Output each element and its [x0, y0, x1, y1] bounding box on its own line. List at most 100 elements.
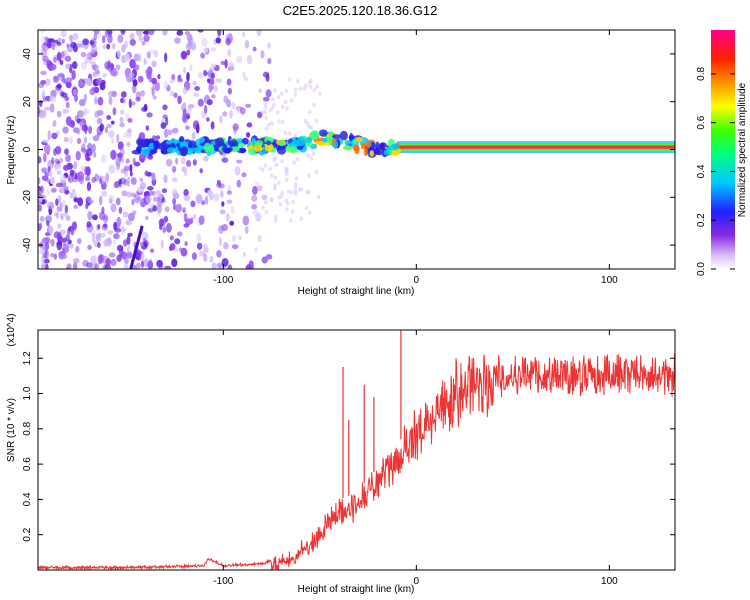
noise-speckle: [169, 79, 175, 84]
signal-blob: [237, 143, 246, 148]
noise-speckle: [157, 208, 161, 217]
noise-speckle: [67, 176, 72, 182]
signal-blob: [140, 147, 151, 156]
noise-speckle: [183, 223, 190, 228]
noise-speckle: [51, 157, 55, 165]
noise-speckle: [162, 224, 167, 234]
noise-speckle: [256, 185, 263, 192]
noise-speckle: [125, 191, 133, 198]
x-tick-label: 0: [414, 576, 420, 587]
noise-speckle: [194, 86, 201, 91]
noise-speckle: [126, 235, 131, 245]
noise-speckle: [183, 195, 191, 202]
noise-speckle: [180, 247, 188, 257]
noise-speckle: [163, 215, 169, 223]
signal-blob: [195, 146, 202, 152]
noise-speckle: [157, 73, 161, 80]
colorbar-label: Normalized spectral amplitude: [737, 82, 748, 217]
noise-speckle: [115, 197, 121, 206]
noise-speckle: [108, 164, 116, 174]
noise-speckle: [86, 52, 94, 60]
signal-blob: [369, 150, 374, 157]
noise-speckle: [120, 91, 127, 98]
noise-speckle: [174, 37, 181, 44]
noise-speckle: [154, 190, 162, 197]
noise-speckle: [136, 262, 141, 269]
signal-blob: [339, 130, 348, 141]
spectrogram-x-axis-label: Height of straight line (km): [298, 286, 415, 297]
noise-speckle: [292, 160, 297, 165]
noise-speckle: [101, 35, 106, 44]
noise-speckle: [64, 55, 72, 62]
noise-speckle: [127, 118, 133, 123]
signal-blob: [332, 140, 339, 149]
noise-speckle: [201, 200, 206, 206]
noise-speckle: [65, 101, 70, 109]
noise-speckle: [155, 135, 161, 140]
noise-speckle: [39, 222, 43, 229]
noise-speckle: [78, 81, 85, 87]
noise-speckle: [279, 91, 284, 96]
noise-speckle: [279, 193, 283, 199]
noise-speckle: [221, 201, 225, 207]
noise-speckle: [140, 201, 146, 207]
x-tick-label: 0: [414, 275, 420, 286]
noise-speckle: [80, 147, 87, 153]
noise-speckle: [107, 230, 114, 235]
noise-speckle: [75, 150, 81, 161]
noise-speckle: [296, 157, 300, 162]
signal-blob: [279, 140, 284, 147]
signal-blob: [242, 137, 249, 145]
y-tick-label: 1.0: [22, 386, 33, 400]
noise-speckle: [129, 164, 133, 173]
noise-speckle: [238, 235, 242, 241]
noise-speckle: [94, 96, 98, 105]
noise-speckle: [198, 72, 203, 79]
noise-speckle: [107, 34, 113, 44]
noise-speckle: [50, 187, 57, 193]
signal-blob: [328, 131, 335, 141]
noise-speckle: [92, 214, 98, 221]
noise-speckle: [307, 210, 312, 215]
noise-speckle: [41, 48, 47, 58]
noise-speckle: [276, 95, 281, 100]
noise-speckle: [129, 32, 135, 42]
noise-speckle: [251, 194, 258, 202]
noise-speckle: [93, 30, 100, 35]
noise-speckle: [162, 30, 167, 36]
noise-speckle: [314, 169, 319, 175]
noise-speckle: [219, 209, 226, 215]
noise-speckle: [207, 189, 213, 197]
y-tick-label: 0.4: [22, 492, 33, 506]
signal-blob: [379, 142, 385, 151]
noise-speckle: [284, 88, 289, 94]
noise-speckle: [216, 179, 221, 185]
streak-artifact: [129, 225, 144, 269]
noise-speckle: [93, 86, 100, 94]
noise-speckle: [261, 194, 268, 200]
spectrogram-y-axis-label: Frequency (Hz): [6, 116, 17, 185]
noise-speckle: [226, 190, 232, 196]
noise-speckle: [230, 205, 235, 215]
noise-speckle: [64, 243, 70, 253]
signal-blob: [318, 129, 328, 137]
noise-speckle: [280, 158, 284, 164]
noise-speckle: [188, 104, 195, 109]
y-tick-label: 20: [22, 96, 33, 108]
noise-speckle: [115, 157, 121, 167]
noise-speckle: [76, 43, 83, 48]
noise-speckle: [183, 167, 188, 177]
noise-speckle: [118, 178, 122, 188]
noise-speckle: [88, 50, 94, 56]
noise-speckle: [176, 30, 184, 36]
noise-speckle: [258, 88, 262, 93]
noise-speckle: [306, 153, 311, 158]
noise-speckle: [285, 106, 289, 111]
signal-blob: [383, 149, 390, 156]
noise-speckle: [38, 156, 42, 164]
noise-speckle: [264, 126, 269, 132]
noise-speckle: [74, 93, 78, 102]
noise-speckle: [298, 86, 303, 91]
noise-speckle: [186, 160, 192, 167]
noise-speckle: [150, 49, 156, 54]
